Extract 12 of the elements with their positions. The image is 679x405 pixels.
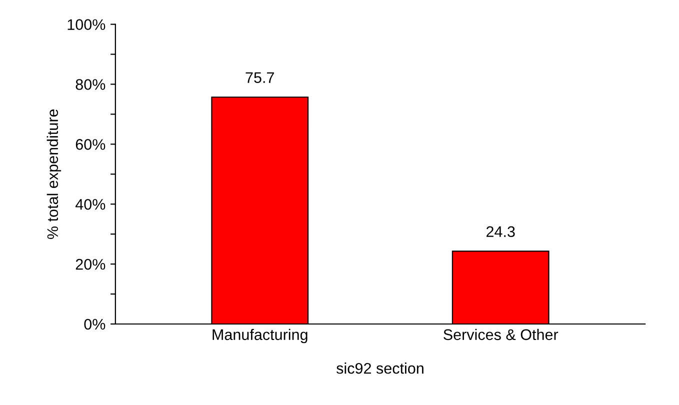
x-axis-title: sic92 section (336, 362, 424, 374)
x-tick-label: Services & Other (444, 328, 558, 340)
y-tick-label: 20% (76, 258, 106, 270)
y-tick-label: 0% (84, 318, 106, 330)
x-tick-label: Manufacturing (212, 328, 308, 344)
data-label: 24.3 (486, 226, 515, 238)
data-label: 75.7 (246, 72, 274, 83)
y-tick-label: 40% (75, 198, 106, 210)
y-tick-label: 60% (76, 139, 106, 150)
y-tick-label: 80% (76, 79, 106, 90)
y-tick-label: 100% (68, 19, 106, 30)
y-axis-title: % total expenditure (46, 109, 62, 239)
